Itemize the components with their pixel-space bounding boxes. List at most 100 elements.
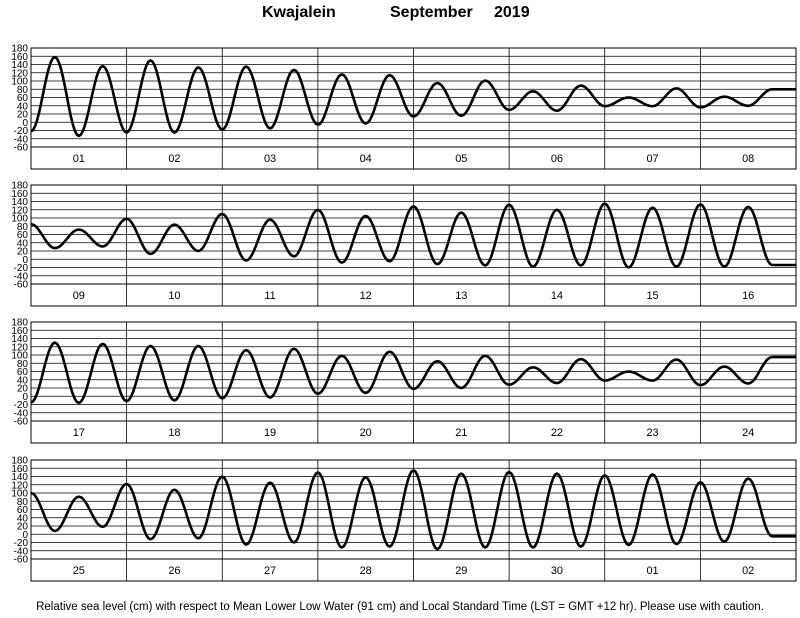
day-label: 02 <box>168 153 180 165</box>
y-tick-label: 100 <box>11 351 28 362</box>
day-label: 03 <box>264 153 276 165</box>
panel-frame <box>30 184 797 307</box>
y-tick-label: 60 <box>17 505 29 516</box>
title-year: 2019 <box>494 4 530 21</box>
y-tick-label: 20 <box>17 247 29 258</box>
title-month: September <box>390 4 473 21</box>
day-label: 06 <box>551 153 563 165</box>
y-tick-label: 140 <box>11 60 28 71</box>
footer-note: Relative sea level (cm) with respect to … <box>36 601 764 613</box>
tide-curve <box>30 469 796 551</box>
day-label: 08 <box>742 153 754 165</box>
y-tick-label: 140 <box>11 472 28 483</box>
panel-frame <box>30 321 797 444</box>
y-tick-label: 160 <box>11 464 28 475</box>
y-tick-label: 140 <box>11 334 28 345</box>
day-label: 23 <box>646 427 658 439</box>
y-tick-label: 120 <box>11 342 28 353</box>
day-label: 16 <box>742 290 754 302</box>
y-tick-label: 120 <box>11 68 28 79</box>
tide-curve <box>30 202 796 269</box>
day-label: 11 <box>264 290 275 302</box>
panel-frame <box>30 459 797 582</box>
y-tick-label: 80 <box>17 222 29 233</box>
y-tick-label: -60 <box>14 417 29 428</box>
y-tick-label: 100 <box>11 489 28 500</box>
y-tick-label: 140 <box>11 197 28 208</box>
day-label: 17 <box>73 427 85 439</box>
y-tick-label: 40 <box>17 101 29 112</box>
y-tick-label: 80 <box>17 497 29 508</box>
day-label: 27 <box>264 565 276 577</box>
y-tick-label: -20 <box>14 538 29 549</box>
day-label: 12 <box>360 290 372 302</box>
day-label: 14 <box>551 290 563 302</box>
y-tick-label: -40 <box>14 408 29 419</box>
day-label: 29 <box>455 565 467 577</box>
y-tick-label: -40 <box>14 546 29 557</box>
y-tick-label: 100 <box>11 214 28 225</box>
y-tick-label: 0 <box>22 530 28 541</box>
y-tick-label: 60 <box>17 230 29 241</box>
day-label: 07 <box>646 153 658 165</box>
chart-title: Kwajalein September 2019 <box>0 4 800 26</box>
y-tick-label: 40 <box>17 375 29 386</box>
y-tick-label: 160 <box>11 52 28 63</box>
day-label: 30 <box>551 565 563 577</box>
y-tick-label: -60 <box>14 143 29 154</box>
day-label: 18 <box>168 427 180 439</box>
y-tick-label: 20 <box>17 110 29 121</box>
y-tick-label: 60 <box>17 367 29 378</box>
day-label: 10 <box>168 290 180 302</box>
y-tick-label: 20 <box>17 522 29 533</box>
day-label: 01 <box>73 153 85 165</box>
day-label: 19 <box>264 427 276 439</box>
y-tick-label: 0 <box>22 392 28 403</box>
tide-curve <box>30 55 796 138</box>
y-tick-label: 40 <box>17 238 29 249</box>
y-tick-label: 100 <box>11 77 28 88</box>
y-tick-label: 120 <box>11 480 28 491</box>
y-tick-label: -60 <box>14 280 29 291</box>
day-label: 15 <box>646 290 658 302</box>
tide-curve <box>30 341 796 405</box>
day-label: 02 <box>742 565 754 577</box>
day-label: 21 <box>455 427 467 439</box>
y-tick-label: -20 <box>14 400 29 411</box>
title-location: Kwajalein <box>262 4 336 21</box>
y-tick-label: -60 <box>14 555 29 566</box>
day-label: 24 <box>742 427 754 439</box>
y-tick-label: 80 <box>17 359 29 370</box>
y-tick-label: 180 <box>11 181 28 192</box>
day-label: 13 <box>455 290 467 302</box>
y-tick-label: 0 <box>22 255 28 266</box>
y-tick-label: 120 <box>11 205 28 216</box>
day-label: 05 <box>455 153 467 165</box>
y-tick-label: 180 <box>11 456 28 467</box>
day-label: 09 <box>73 290 85 302</box>
y-tick-label: 20 <box>17 384 29 395</box>
y-tick-label: -40 <box>14 134 29 145</box>
day-label: 26 <box>168 565 180 577</box>
y-tick-label: 160 <box>11 326 28 337</box>
y-tick-label: 0 <box>22 118 28 129</box>
day-label: 20 <box>360 427 372 439</box>
panel-frame <box>30 47 797 170</box>
y-tick-label: 180 <box>11 44 28 55</box>
y-tick-label: 80 <box>17 85 29 96</box>
y-tick-label: -20 <box>14 126 29 137</box>
day-label: 25 <box>73 565 85 577</box>
day-label: 22 <box>551 427 563 439</box>
y-tick-label: 40 <box>17 513 29 524</box>
y-tick-label: 160 <box>11 189 28 200</box>
day-label: 04 <box>360 153 372 165</box>
y-tick-label: -20 <box>14 263 29 274</box>
day-label: 01 <box>646 565 658 577</box>
day-label: 28 <box>360 565 372 577</box>
